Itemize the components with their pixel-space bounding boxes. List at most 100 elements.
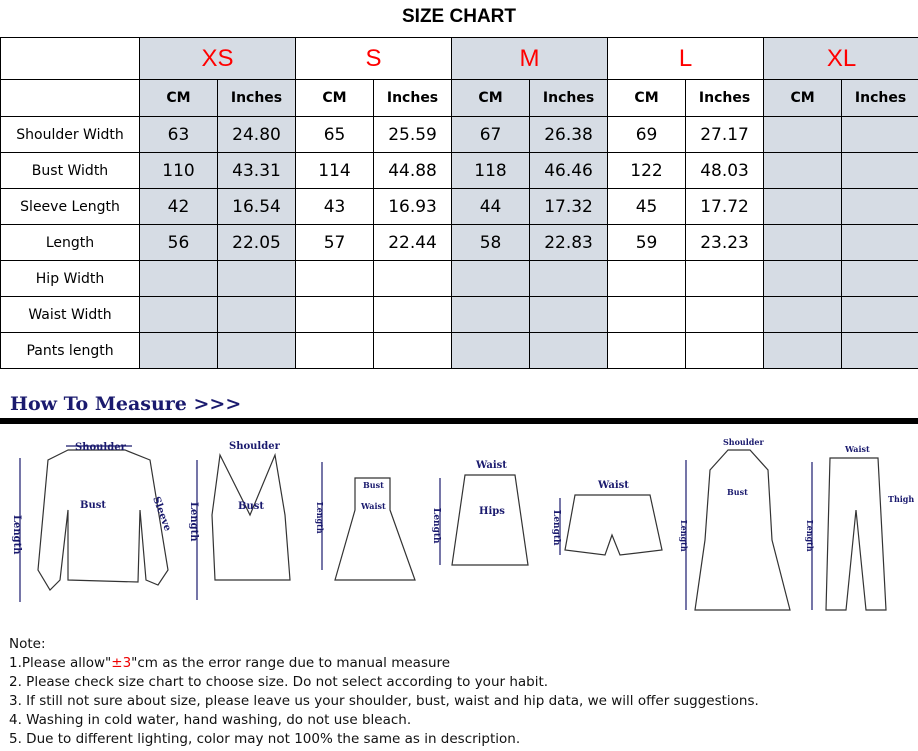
value-cell [763, 260, 843, 297]
length-label: Length [315, 502, 325, 534]
sleeve-label: Sleeve [150, 495, 173, 533]
value-cell [529, 296, 609, 333]
value-cell: 22.44 [373, 224, 453, 261]
value-cell: 17.72 [685, 188, 765, 225]
value-cell: 17.32 [529, 188, 609, 225]
value-cell: 58 [451, 224, 531, 261]
row-label: Waist Width [0, 296, 140, 333]
size-xs: XS [138, 37, 297, 80]
value-cell: 22.83 [529, 224, 609, 261]
value-cell [139, 332, 218, 369]
table-row: Waist Width [0, 296, 918, 333]
value-cell [373, 296, 453, 333]
unit-header-row: CM Inches CM Inches CM Inches CM Inches CM Inches [0, 79, 918, 117]
shoulder-label: Shoulder [723, 437, 764, 447]
value-cell: 110 [139, 152, 218, 189]
length-label: Length [551, 510, 561, 546]
unit-header: Inches [373, 79, 453, 117]
value-cell [841, 260, 918, 297]
value-cell [295, 260, 375, 297]
value-cell: 22.05 [216, 224, 297, 261]
unit-header: Inches [841, 79, 918, 117]
value-cell: 44.88 [373, 152, 453, 189]
value-cell: 44 [451, 188, 531, 225]
value-cell [763, 296, 843, 333]
note-5: 5. Due to different lighting, color may … [9, 731, 521, 747]
vest-diagram: Shoulder Bust Length [188, 441, 291, 600]
row-label: Sleeve Length [0, 188, 140, 225]
bust-label: Bust [727, 487, 748, 497]
table-row: Hip Width [0, 260, 918, 297]
size-m: M [451, 37, 609, 80]
waist-label: Waist [360, 501, 386, 511]
value-cell [373, 260, 453, 297]
how-to-measure-heading: How To Measure >>> [10, 393, 242, 415]
value-cell [529, 332, 609, 369]
value-cell [216, 296, 297, 333]
size-s: S [295, 37, 453, 80]
unit-header: Inches [529, 79, 609, 117]
value-cell: 26.38 [529, 116, 609, 153]
notes-heading: Note: [9, 636, 46, 652]
measurement-diagrams: Shoulder Bust Length Sleeve Shoulder Bus… [11, 437, 914, 611]
value-cell: 67 [451, 116, 531, 153]
table-row: Sleeve Length 42 16.54 43 16.93 44 17.32 45 17.7… [0, 188, 918, 225]
value-cell [216, 332, 297, 369]
value-cell [451, 260, 531, 297]
value-cell [373, 332, 453, 369]
value-cell [841, 188, 918, 225]
value-cell: 56 [139, 224, 218, 261]
value-cell [139, 296, 218, 333]
value-cell: 45 [607, 188, 687, 225]
value-cell: 59 [607, 224, 687, 261]
empty-cell [0, 79, 140, 117]
empty-cell [0, 37, 140, 80]
pants-diagram: Waist Thigh Length [805, 444, 914, 611]
value-cell [763, 152, 843, 189]
bust-label: Bust [363, 480, 384, 490]
value-cell [841, 116, 918, 153]
value-cell [841, 332, 918, 369]
value-cell [139, 260, 218, 297]
value-cell [529, 260, 609, 297]
divider [0, 418, 918, 424]
coat-diagram: Shoulder Bust Length [679, 437, 791, 611]
length-label: Length [11, 515, 22, 555]
value-cell [451, 296, 531, 333]
length-label: Length [188, 502, 199, 542]
value-cell [685, 332, 765, 369]
shoulder-label: Shoulder [229, 441, 281, 452]
unit-header: CM [139, 79, 218, 117]
unit-header: CM [295, 79, 375, 117]
length-label: Length [679, 520, 689, 552]
value-cell: 122 [607, 152, 687, 189]
bust-label: Bust [80, 500, 106, 511]
row-label: Hip Width [0, 260, 140, 297]
size-xl: XL [763, 37, 918, 80]
waist-label: Waist [597, 480, 629, 491]
value-cell [607, 332, 687, 369]
row-label: Pants length [0, 332, 140, 369]
length-label: Length [431, 508, 441, 544]
notes: Note: 1.Please allow"±3"cm as the error … [9, 635, 759, 749]
value-cell: 48.03 [685, 152, 765, 189]
value-cell: 65 [295, 116, 375, 153]
size-l: L [607, 37, 765, 80]
value-cell: 27.17 [685, 116, 765, 153]
shoulder-label: Shoulder [75, 442, 127, 453]
unit-header: CM [763, 79, 843, 117]
note-4: 4. Washing in cold water, hand washing, … [9, 712, 412, 728]
unit-header: CM [607, 79, 687, 117]
unit-header: Inches [216, 79, 297, 117]
value-cell [685, 260, 765, 297]
page-title: SIZE CHART [402, 6, 516, 27]
table-row: Bust Width 110 43.31 114 44.88 118 46.46 122 48.… [0, 152, 918, 189]
note-1: 1.Please allow"±3"cm as the error range … [9, 654, 759, 673]
waist-label: Waist [475, 460, 507, 471]
value-cell [295, 332, 375, 369]
note-2: 2. Please check size chart to choose siz… [9, 674, 549, 690]
value-cell: 16.93 [373, 188, 453, 225]
value-cell [841, 152, 918, 189]
value-cell [607, 260, 687, 297]
value-cell [763, 224, 843, 261]
